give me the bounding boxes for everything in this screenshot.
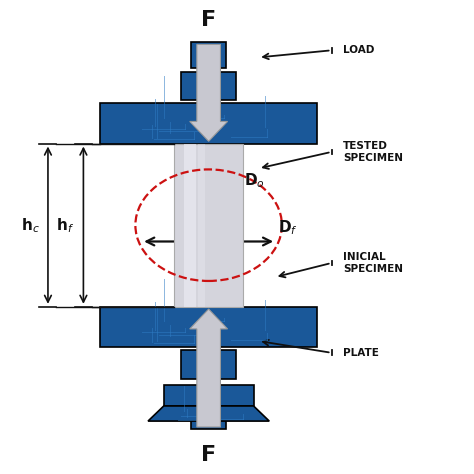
Text: h$_c$: h$_c$: [21, 216, 39, 235]
Bar: [164, 385, 254, 406]
Bar: [182, 72, 236, 100]
Bar: [198, 144, 205, 307]
Text: PLATE: PLATE: [343, 348, 379, 358]
Bar: [191, 406, 227, 429]
Bar: [184, 144, 196, 307]
Bar: [191, 42, 227, 68]
Text: D$_f$: D$_f$: [278, 218, 298, 237]
Text: F: F: [201, 9, 216, 29]
Text: LOAD: LOAD: [343, 46, 375, 55]
Text: D$_o$: D$_o$: [244, 172, 264, 190]
Text: INICIAL
SPECIMEN: INICIAL SPECIMEN: [343, 252, 403, 274]
Polygon shape: [148, 406, 269, 421]
FancyArrow shape: [190, 45, 228, 141]
Bar: [100, 307, 318, 347]
Bar: [100, 103, 318, 144]
FancyArrow shape: [190, 309, 228, 427]
Text: TESTED
SPECIMEN: TESTED SPECIMEN: [343, 141, 403, 163]
Text: h$_f$: h$_f$: [56, 216, 74, 235]
Bar: [174, 144, 243, 307]
Text: F: F: [201, 446, 216, 465]
Bar: [182, 350, 236, 379]
